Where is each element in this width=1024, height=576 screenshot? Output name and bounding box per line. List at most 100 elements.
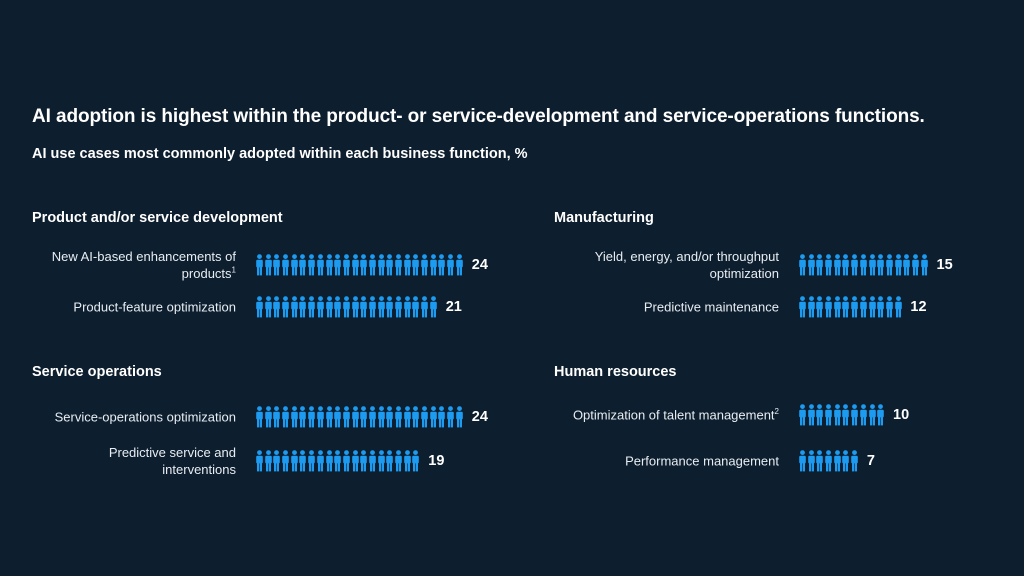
footnote-marker: 2 — [774, 407, 779, 417]
person-icon — [825, 404, 834, 426]
person-icon — [308, 450, 317, 472]
person-icon — [360, 406, 369, 428]
category-label-box: Predictive maintenance — [554, 292, 779, 322]
person-icon — [360, 254, 369, 276]
panel-title: Manufacturing — [554, 210, 654, 226]
person-icon — [264, 296, 274, 318]
person-icon — [325, 406, 335, 428]
icon-bar — [256, 406, 465, 428]
person-icon — [369, 450, 378, 472]
person-icon — [351, 406, 361, 428]
person-icon — [903, 254, 912, 276]
person-icon — [282, 296, 291, 318]
person-icon — [403, 254, 413, 276]
category-text: Performance management — [625, 453, 779, 469]
person-icon — [351, 296, 361, 318]
person-icon — [351, 450, 361, 472]
person-icon — [360, 450, 369, 472]
person-icon — [395, 254, 404, 276]
person-icon — [412, 296, 421, 318]
person-icon — [412, 406, 421, 428]
person-icon — [377, 296, 387, 318]
person-icon — [351, 254, 361, 276]
person-icon — [308, 254, 317, 276]
person-icon — [833, 254, 843, 276]
person-icon — [799, 404, 808, 426]
category-text: Service-operations optimization — [54, 409, 236, 425]
person-icon — [886, 254, 895, 276]
person-icon — [920, 254, 930, 276]
person-icon — [290, 296, 300, 318]
chart-row: Service-operations optimization 24 — [32, 402, 502, 432]
person-icon — [842, 296, 851, 318]
person-icon — [807, 450, 817, 472]
category-text: Predictive service and interventions — [108, 445, 236, 477]
value-label: 24 — [471, 409, 488, 425]
person-icon — [842, 254, 851, 276]
person-icon — [868, 296, 878, 318]
icon-bar — [799, 404, 886, 426]
person-icon — [842, 404, 851, 426]
person-icon — [833, 296, 843, 318]
value-label: 12 — [910, 299, 927, 315]
category-text: Product-feature optimization — [73, 299, 236, 315]
person-icon — [256, 406, 265, 428]
person-icon — [421, 254, 430, 276]
icon-bar — [256, 254, 465, 276]
category-label: Performance management — [554, 453, 779, 470]
chart-row: Optimization of talent management2 10 — [554, 400, 1024, 430]
category-label-box: Service-operations optimization — [32, 402, 236, 432]
person-icon — [256, 450, 265, 472]
person-icon — [825, 296, 834, 318]
person-icon — [412, 254, 421, 276]
category-text: New AI-based enhancements of products — [51, 249, 236, 281]
person-icon — [395, 406, 404, 428]
person-icon — [282, 450, 291, 472]
person-icon — [386, 450, 395, 472]
person-icon — [799, 450, 808, 472]
person-icon — [799, 296, 808, 318]
value-label: 21 — [445, 299, 462, 315]
footnote-marker: 1 — [231, 265, 236, 275]
person-icon — [868, 404, 878, 426]
chart-panel: Service operations Service-operations opt… — [32, 364, 502, 494]
category-label: Service-operations optimization — [32, 409, 236, 426]
chart-panel: Human resources Optimization of talent ma… — [554, 364, 1024, 494]
person-icon — [317, 450, 326, 472]
person-icon — [447, 406, 456, 428]
person-icon — [456, 254, 465, 276]
icon-bar — [799, 254, 929, 276]
person-icon — [343, 254, 352, 276]
person-icon — [395, 450, 404, 472]
panel-title: Product and/or service development — [32, 210, 283, 226]
person-icon — [317, 254, 326, 276]
person-icon — [886, 296, 895, 318]
person-icon — [868, 254, 878, 276]
category-label-box: New AI-based enhancements of products1 — [32, 249, 236, 281]
person-icon — [334, 406, 343, 428]
person-icon — [299, 450, 308, 472]
page-subtitle: AI use cases most commonly adopted withi… — [32, 146, 528, 162]
person-icon — [403, 296, 413, 318]
person-icon — [851, 254, 860, 276]
icon-bar — [256, 296, 438, 318]
person-icon — [429, 296, 439, 318]
person-icon — [877, 296, 886, 318]
person-icon — [290, 254, 300, 276]
category-label-box: Yield, energy, and/or throughput optimiz… — [554, 249, 779, 281]
chart-row: New AI-based enhancements of products1 24 — [32, 249, 502, 281]
chart-row: Product-feature optimization 21 — [32, 292, 502, 322]
chart-row: Yield, energy, and/or throughput optimiz… — [554, 249, 1024, 281]
person-icon — [816, 450, 825, 472]
category-label: Predictive maintenance — [554, 299, 779, 316]
person-icon — [429, 254, 439, 276]
person-icon — [343, 450, 352, 472]
person-icon — [334, 296, 343, 318]
person-icon — [343, 406, 352, 428]
person-icon — [851, 450, 860, 472]
person-icon — [377, 254, 387, 276]
person-icon — [386, 406, 395, 428]
chart-panel: Manufacturing Yield, energy, and/or throu… — [554, 210, 1024, 340]
person-icon — [299, 254, 308, 276]
person-icon — [343, 296, 352, 318]
